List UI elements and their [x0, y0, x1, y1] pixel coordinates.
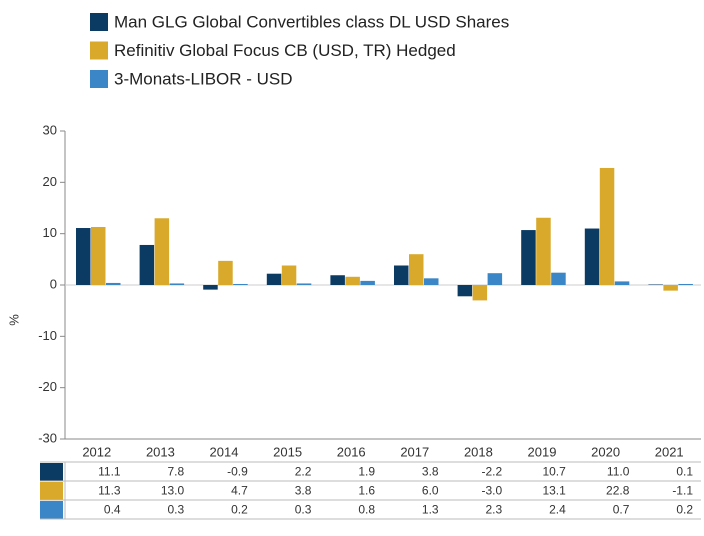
- table-swatch: [40, 463, 63, 481]
- y-axis-label: %: [6, 314, 21, 326]
- table-value: 11.1: [98, 465, 121, 479]
- bar: [584, 228, 600, 285]
- table-value: 22.8: [606, 484, 630, 498]
- table-value: 11.3: [98, 484, 121, 498]
- table-value: 0.4: [104, 503, 121, 517]
- y-tick-label: 20: [43, 174, 57, 189]
- legend-swatch: [90, 70, 108, 88]
- bar: [614, 281, 630, 285]
- table-value: 2.2: [295, 465, 312, 479]
- legend-swatch: [90, 13, 108, 31]
- legend-swatch: [90, 41, 108, 60]
- bar: [76, 228, 91, 285]
- table-value: 0.1: [676, 465, 693, 479]
- bar: [424, 278, 439, 285]
- bar: [487, 273, 503, 285]
- x-tick-label: 2018: [464, 444, 493, 459]
- table-value: 2.4: [549, 503, 566, 517]
- table-swatch: [40, 482, 63, 500]
- bar: [169, 283, 185, 285]
- table-value: 13.0: [161, 484, 185, 498]
- table-value: 0.2: [676, 503, 693, 517]
- bar: [345, 276, 360, 285]
- table-value: 3.8: [295, 484, 312, 498]
- table-value: -3.0: [482, 484, 503, 498]
- bar: [360, 280, 375, 285]
- bar: [472, 285, 488, 301]
- bar: [296, 283, 312, 285]
- table-value: 11.0: [607, 465, 630, 479]
- bar: [154, 218, 170, 285]
- table-value: 3.8: [422, 465, 439, 479]
- y-tick-label: 30: [43, 122, 57, 137]
- table-value: 0.7: [613, 503, 630, 517]
- bar: [281, 265, 297, 285]
- x-tick-label: 2020: [591, 444, 620, 459]
- bar: [457, 285, 473, 297]
- x-tick-label: 2014: [210, 444, 239, 459]
- bar: [409, 254, 424, 285]
- bar: [648, 284, 663, 285]
- bar: [139, 244, 155, 285]
- bar: [106, 282, 121, 285]
- table-value: 0.2: [231, 503, 248, 517]
- table-value: 10.7: [542, 465, 566, 479]
- table-swatch: [40, 501, 63, 519]
- x-tick-label: 2015: [273, 444, 302, 459]
- bar: [599, 167, 615, 285]
- table-value: 6.0: [422, 484, 439, 498]
- bar: [330, 275, 345, 285]
- table-value: 4.7: [231, 484, 248, 498]
- legend-label: Refinitiv Global Focus CB (USD, TR) Hedg…: [114, 41, 456, 60]
- table-value: 0.3: [168, 503, 185, 517]
- table-value: 13.1: [542, 484, 566, 498]
- y-tick-label: -10: [38, 328, 57, 343]
- table-value: -0.9: [227, 465, 248, 479]
- bar: [678, 283, 693, 285]
- bar: [203, 285, 218, 290]
- x-tick-label: 2012: [82, 444, 111, 459]
- bar: [266, 273, 282, 285]
- table-value: 2.3: [486, 503, 503, 517]
- legend-label: 3-Monats-LIBOR - USD: [114, 69, 293, 88]
- x-tick-label: 2021: [655, 444, 684, 459]
- bar: [394, 265, 409, 285]
- table-value: 0.8: [358, 503, 375, 517]
- bar: [536, 217, 551, 285]
- table-value: -1.1: [672, 484, 693, 498]
- bar: [521, 230, 536, 285]
- bar: [233, 283, 248, 285]
- bar: [91, 226, 106, 285]
- bar: [218, 260, 233, 285]
- bar: [551, 272, 566, 285]
- x-tick-label: 2017: [400, 444, 429, 459]
- legend-label: Man GLG Global Convertibles class DL USD…: [114, 12, 509, 31]
- table-value: 7.8: [168, 465, 185, 479]
- table-value: 1.9: [358, 465, 375, 479]
- x-tick-label: 2016: [337, 444, 366, 459]
- y-tick-label: 10: [43, 225, 57, 240]
- y-tick-label: -20: [38, 379, 57, 394]
- table-value: 0.3: [295, 503, 312, 517]
- bar: [663, 285, 678, 291]
- table-value: 1.3: [422, 503, 439, 517]
- y-tick-label: 0: [50, 276, 57, 291]
- table-value: 1.6: [358, 484, 375, 498]
- x-tick-label: 2019: [528, 444, 557, 459]
- table-value: -2.2: [482, 465, 503, 479]
- y-tick-label: -30: [38, 430, 57, 445]
- x-tick-label: 2013: [146, 444, 175, 459]
